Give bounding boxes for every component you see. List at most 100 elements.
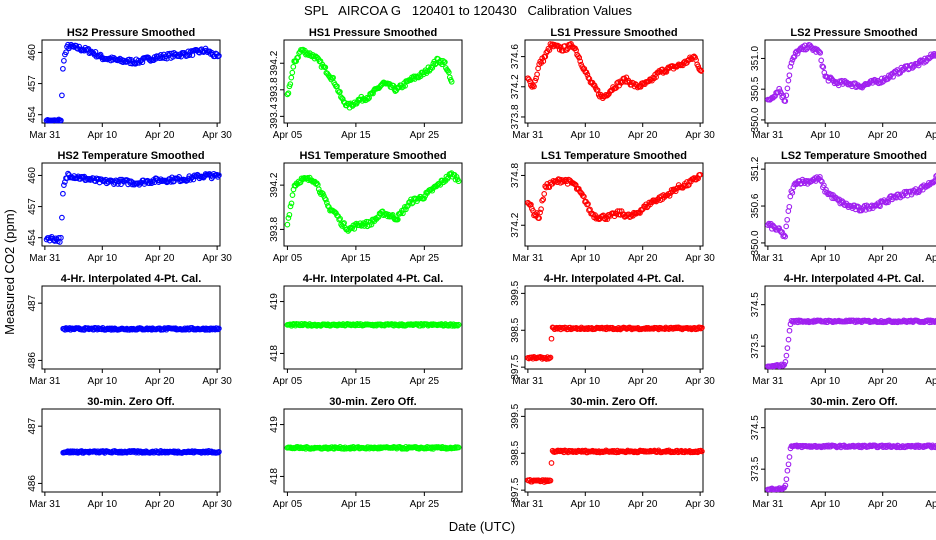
data-point [820, 64, 827, 70]
panel-title: HS1 Pressure Smoothed [309, 27, 437, 39]
x-tick-label: Mar 31 [512, 253, 544, 264]
y-tick-label: 394.2 [269, 172, 280, 197]
y-tick-label: 373.8 [510, 104, 521, 129]
x-tick-label: Apr 20 [628, 253, 658, 264]
data-point [785, 77, 792, 84]
y-tick-label: 350.5 [750, 76, 761, 101]
data-point [816, 48, 823, 55]
panel-14: 30-min. Zero Off. Apr 05 Apr 15 Apr 25 418 41… [269, 396, 463, 510]
y-tick-label: 374.2 [510, 74, 521, 99]
data-point [409, 200, 415, 207]
data-point [817, 174, 823, 180]
x-tick-label: Apr 10 [88, 499, 118, 510]
data-point [576, 54, 583, 61]
x-tick-label: Apr 20 [868, 130, 898, 141]
data-point [286, 211, 293, 218]
data-point [783, 223, 790, 230]
data-point [546, 47, 553, 53]
y-tick-label: 374.6 [510, 44, 521, 69]
data-point [59, 92, 65, 99]
data-point [817, 49, 824, 56]
data-point [782, 359, 789, 365]
plot-frame [283, 408, 463, 493]
data-point [785, 336, 792, 343]
y-tick-label: 374.5 [750, 292, 761, 317]
data-point [834, 196, 841, 202]
x-tick-label: Apr 20 [145, 253, 175, 264]
data-point [699, 324, 705, 331]
panel-13: 30-min. Zero Off. Mar 31 Apr 10 Apr 20 Apr 3… [27, 396, 232, 510]
panel-title: 30-min. Zero Off. [87, 396, 174, 408]
data-point [666, 193, 673, 199]
x-tick-label: Apr 20 [628, 376, 658, 387]
x-tick-label: Apr 10 [811, 499, 841, 510]
x-tick-label: Apr 10 [571, 376, 601, 387]
plot-frame [283, 285, 463, 370]
data-point [58, 234, 64, 241]
panel-title: LS1 Temperature Smoothed [541, 150, 687, 162]
x-tick-label: Apr 30 [685, 499, 715, 510]
x-tick-label: Apr 10 [88, 253, 118, 264]
x-tick-label: Apr 05 [273, 499, 303, 510]
panel-6: HS1 Temperature Smoothed Apr 05 Apr 15 Apr … [269, 150, 463, 264]
data-point [58, 117, 64, 124]
panel-title: LS1 Pressure Smoothed [550, 27, 677, 39]
data-point [534, 71, 540, 78]
data-point [368, 221, 375, 228]
y-tick-label: 487 [27, 294, 38, 311]
data-point [284, 221, 291, 228]
data-point [364, 94, 370, 101]
data-point [59, 214, 65, 221]
x-tick-label: Mar 31 [752, 130, 784, 141]
data-point [453, 322, 460, 328]
panel-2: HS1 Pressure Smoothed Apr 05 Apr 15 Apr 25 3… [269, 27, 463, 141]
y-tick-label: 373.5 [750, 333, 761, 358]
data-point [216, 172, 222, 179]
y-tick-label: 374.5 [750, 415, 761, 440]
data-point [784, 467, 791, 474]
y-tick-label: 457 [27, 75, 38, 92]
y-tick-label: 350.0 [750, 107, 761, 132]
data-point [401, 206, 407, 213]
x-tick-label: Apr 20 [145, 499, 175, 510]
plot-frame [764, 285, 936, 370]
data-point [322, 64, 329, 71]
x-tick-label: Mar 31 [752, 253, 784, 264]
panel-title: 30-min. Zero Off. [810, 396, 897, 408]
plot-frame [764, 162, 936, 247]
x-tick-label: Apr 20 [145, 130, 175, 141]
x-tick-label: Mar 31 [29, 376, 61, 387]
data-point [284, 91, 291, 98]
data-point [781, 232, 788, 239]
data-point [934, 172, 936, 179]
data-point [454, 322, 461, 329]
y-tick-label: 454 [27, 106, 38, 123]
y-tick-label: 398.5 [510, 317, 521, 342]
data-point [337, 88, 343, 95]
plot-frame [283, 39, 463, 124]
x-tick-label: Apr 05 [273, 253, 303, 264]
data-point [663, 69, 670, 75]
data-point [330, 74, 336, 81]
data-point [692, 54, 698, 61]
plot-frame [41, 39, 221, 124]
data-point [823, 186, 829, 193]
x-tick-label: Apr 05 [273, 376, 303, 387]
x-axis-label: Date (UTC) [449, 519, 515, 534]
plot-frame [764, 408, 936, 493]
data-point [215, 449, 221, 456]
data-point [540, 196, 547, 203]
x-tick-label: Apr 10 [811, 130, 841, 141]
x-tick-label: Apr 15 [341, 376, 371, 387]
panel-11: 4-Hr. Interpolated 4-Pt. Cal. Mar 31 Apr 1… [510, 273, 715, 387]
x-tick-label: Apr 25 [410, 499, 440, 510]
y-tick-label: 399.5 [510, 280, 521, 305]
x-tick-label: Apr 30 [685, 130, 715, 141]
data-point [697, 171, 703, 178]
data-point [115, 181, 121, 187]
data-point [323, 196, 329, 203]
panel-16: 30-min. Zero Off. Mar 31 Apr 10 Apr 20 Apr 3… [750, 396, 936, 510]
plot-frame [41, 408, 221, 493]
x-tick-label: Apr 10 [571, 130, 601, 141]
data-point [782, 98, 789, 104]
